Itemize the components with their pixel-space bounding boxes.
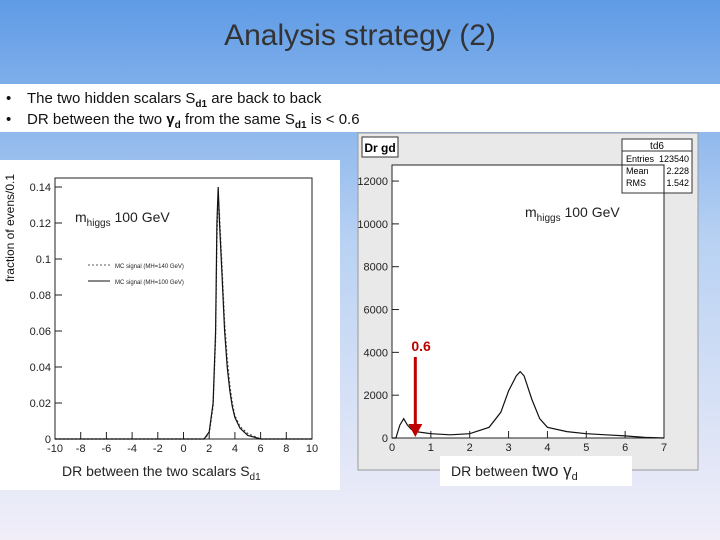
text: DR between the two [27, 111, 166, 128]
stats-label: Mean [626, 166, 649, 176]
x-tick-label: -8 [76, 443, 86, 455]
x-tick-label: -6 [102, 443, 112, 455]
y-tick-label: 0 [45, 434, 51, 446]
bullet-mark: • [6, 111, 11, 128]
bullets: • The two hidden scalars Sd1 are back to… [6, 90, 360, 131]
stats-title: td6 [650, 141, 664, 152]
x-tick-label: 6 [258, 443, 264, 455]
subscript: higgs [87, 218, 111, 229]
text: DR between the two scalars S [62, 463, 250, 479]
x-tick-label: 2 [206, 443, 212, 455]
cut-arrow-head [408, 424, 423, 437]
subscript: higgs [537, 213, 561, 224]
x-tick-label: 3 [506, 442, 512, 454]
x-tick-label: 2 [467, 442, 473, 454]
symbol: γ [563, 461, 572, 480]
y-tick-label: 2000 [364, 390, 388, 402]
x-tick-label: 0 [180, 443, 186, 455]
x-tick-label: 5 [583, 442, 589, 454]
left-panel [0, 160, 340, 490]
x-tick-label: 4 [544, 442, 550, 454]
plot-area [392, 165, 664, 438]
cut-label: 0.6 [411, 338, 431, 354]
slide-title: Analysis strategy (2) [224, 19, 496, 52]
subscript: d [572, 471, 578, 483]
y-tick-label: 0.08 [30, 290, 51, 302]
y-tick-label: 0.14 [30, 182, 51, 194]
stats-value: 123540 [659, 154, 689, 164]
text: m [525, 204, 537, 220]
x-tick-label: 1 [428, 442, 434, 454]
data-line [55, 186, 312, 440]
text: is < 0.6 [307, 111, 360, 128]
x-tick-label: 7 [661, 442, 667, 454]
stats-label: Entries [626, 154, 655, 164]
caption-box [440, 456, 632, 486]
text: 100 GeV [561, 204, 621, 220]
y-tick-label: 4000 [364, 347, 388, 359]
data-line [392, 370, 665, 439]
y-tick-label: 0.12 [30, 218, 51, 230]
text: from the same S [181, 111, 295, 128]
caption: DR between the two scalars Sd1 [62, 463, 261, 483]
x-tick-label: 0 [389, 442, 395, 454]
y-tick-label: 8000 [364, 262, 388, 274]
x-tick-label: 4 [232, 443, 238, 455]
text: m [75, 209, 87, 225]
stats-box [621, 138, 693, 194]
legend-label: MC signal (MH=140 GeV) [115, 264, 184, 270]
symbol: γ [166, 111, 175, 128]
y-tick-label: 6000 [364, 305, 388, 317]
bullet-box [0, 84, 720, 132]
x-tick-label: -4 [127, 443, 137, 455]
annotation: mhiggs 100 GeV [75, 209, 170, 229]
x-tick-label: 10 [306, 443, 318, 455]
y-axis-title: fraction of evens/0.1 [3, 174, 17, 282]
y-tick-label: 0.1 [36, 254, 51, 266]
subscript: d1 [250, 472, 262, 483]
y-tick-label: 0.06 [30, 326, 51, 338]
y-tick-label: 12000 [357, 176, 388, 188]
subscript: d1 [195, 99, 207, 110]
y-tick-label: 0.04 [30, 362, 51, 374]
text: 100 GeV [111, 209, 171, 225]
bullet: DR between the two γd from the same Sd1 … [27, 111, 360, 131]
subscript: d1 [295, 120, 307, 131]
caption: DR between two γd [451, 461, 578, 483]
bullet-mark: • [6, 90, 11, 107]
stats-value: 1.542 [666, 178, 689, 188]
y-tick-label: 10000 [357, 219, 388, 231]
hist-title: Dr gd [364, 141, 395, 155]
hist-title-box [361, 136, 399, 158]
x-tick-label: 6 [622, 442, 628, 454]
stats-value: 2.228 [666, 166, 689, 176]
x-tick-label: 8 [283, 443, 289, 455]
y-tick-label: 0.02 [30, 398, 51, 410]
stats-label: RMS [626, 178, 646, 188]
subscript: d [175, 120, 181, 131]
text: DR between [451, 463, 532, 479]
plot-frame [391, 164, 665, 439]
x-tick-label: -10 [47, 443, 63, 455]
legend-label: MC signal (MH=100 GeV) [115, 280, 184, 286]
x-tick-label: -2 [153, 443, 163, 455]
text: are back to back [207, 90, 322, 107]
bullet: The two hidden scalars Sd1 are back to b… [27, 90, 322, 110]
y-tick-label: 0 [382, 433, 388, 445]
text: The two hidden scalars S [27, 90, 195, 107]
annotation: mhiggs 100 GeV [525, 204, 620, 224]
text: two [532, 461, 563, 480]
